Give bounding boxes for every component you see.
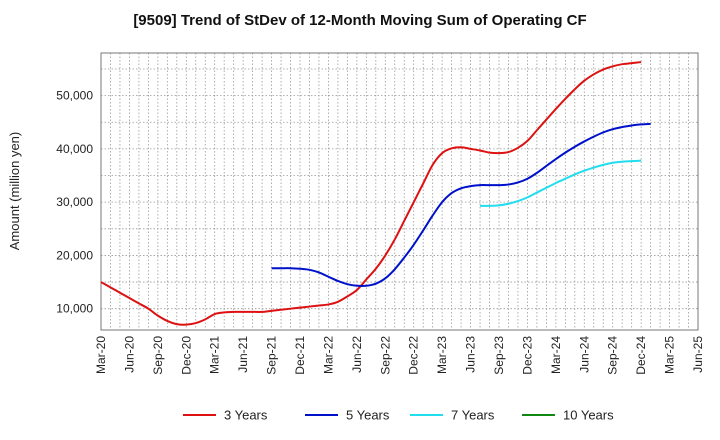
legend-label: 10 Years bbox=[563, 408, 614, 423]
series-lines bbox=[100, 61, 651, 326]
x-tick-label: Jun-23 bbox=[464, 336, 478, 373]
y-tick-label: 20,000 bbox=[56, 248, 93, 262]
grid bbox=[100, 53, 699, 330]
series-line-5-years bbox=[271, 122, 651, 288]
x-tick-label: Sep-20 bbox=[151, 336, 165, 375]
x-tick-label: Jun-24 bbox=[577, 336, 591, 373]
y-tick-label: 50,000 bbox=[56, 89, 93, 103]
y-tick-labels: 10,000 20,000 30,000 40,000 50,000 bbox=[56, 89, 93, 316]
x-tick-label: Jun-25 bbox=[691, 336, 705, 373]
legend-label: 7 Years bbox=[451, 408, 495, 423]
x-tick-label: Jun-20 bbox=[122, 336, 136, 373]
y-tick-label: 10,000 bbox=[56, 302, 93, 316]
x-tick-label: Mar-22 bbox=[321, 336, 335, 374]
x-tick-label: Sep-21 bbox=[265, 336, 279, 375]
x-tick-label: Mar-23 bbox=[435, 336, 449, 374]
x-tick-label: Sep-24 bbox=[606, 336, 620, 375]
legend: 3 Years 5 Years 7 Years 10 Years bbox=[183, 408, 614, 423]
x-tick-label: Dec-22 bbox=[407, 336, 421, 375]
y-tick-label: 40,000 bbox=[56, 142, 93, 156]
legend-item-7-years: 7 Years bbox=[410, 408, 495, 423]
plot-area bbox=[100, 52, 699, 331]
x-tick-label: Mar-21 bbox=[208, 336, 222, 374]
y-axis-label: Amount (million yen) bbox=[7, 132, 22, 251]
x-tick-label: Jun-21 bbox=[236, 336, 250, 373]
legend-item-10-years: 10 Years bbox=[522, 408, 614, 423]
legend-label: 5 Years bbox=[346, 408, 390, 423]
x-tick-label: Mar-24 bbox=[549, 336, 563, 374]
x-tick-label: Dec-21 bbox=[293, 336, 307, 375]
x-tick-label: Sep-22 bbox=[378, 336, 392, 375]
x-tick-label: Jun-22 bbox=[350, 336, 364, 373]
x-tick-label: Dec-23 bbox=[520, 336, 534, 375]
chart-title: [9509] Trend of StDev of 12-Month Moving… bbox=[133, 12, 586, 29]
legend-label: 3 Years bbox=[224, 408, 268, 423]
legend-item-3-years: 3 Years bbox=[183, 408, 268, 423]
y-tick-label: 30,000 bbox=[56, 195, 93, 209]
x-tick-label: Dec-20 bbox=[179, 336, 193, 375]
x-tick-label: Mar-20 bbox=[94, 336, 108, 374]
x-tick-label: Dec-24 bbox=[634, 336, 648, 375]
x-tick-labels: Mar-20 Jun-20 Sep-20 Dec-20 Mar-21 Jun-21 Sep-… bbox=[94, 336, 705, 375]
legend-item-5-years: 5 Years bbox=[305, 408, 390, 423]
x-tick-label: Sep-23 bbox=[492, 336, 506, 375]
series-line-7-years bbox=[480, 159, 642, 207]
x-tick-label: Mar-25 bbox=[663, 336, 677, 374]
series-line-3-years bbox=[100, 61, 642, 326]
